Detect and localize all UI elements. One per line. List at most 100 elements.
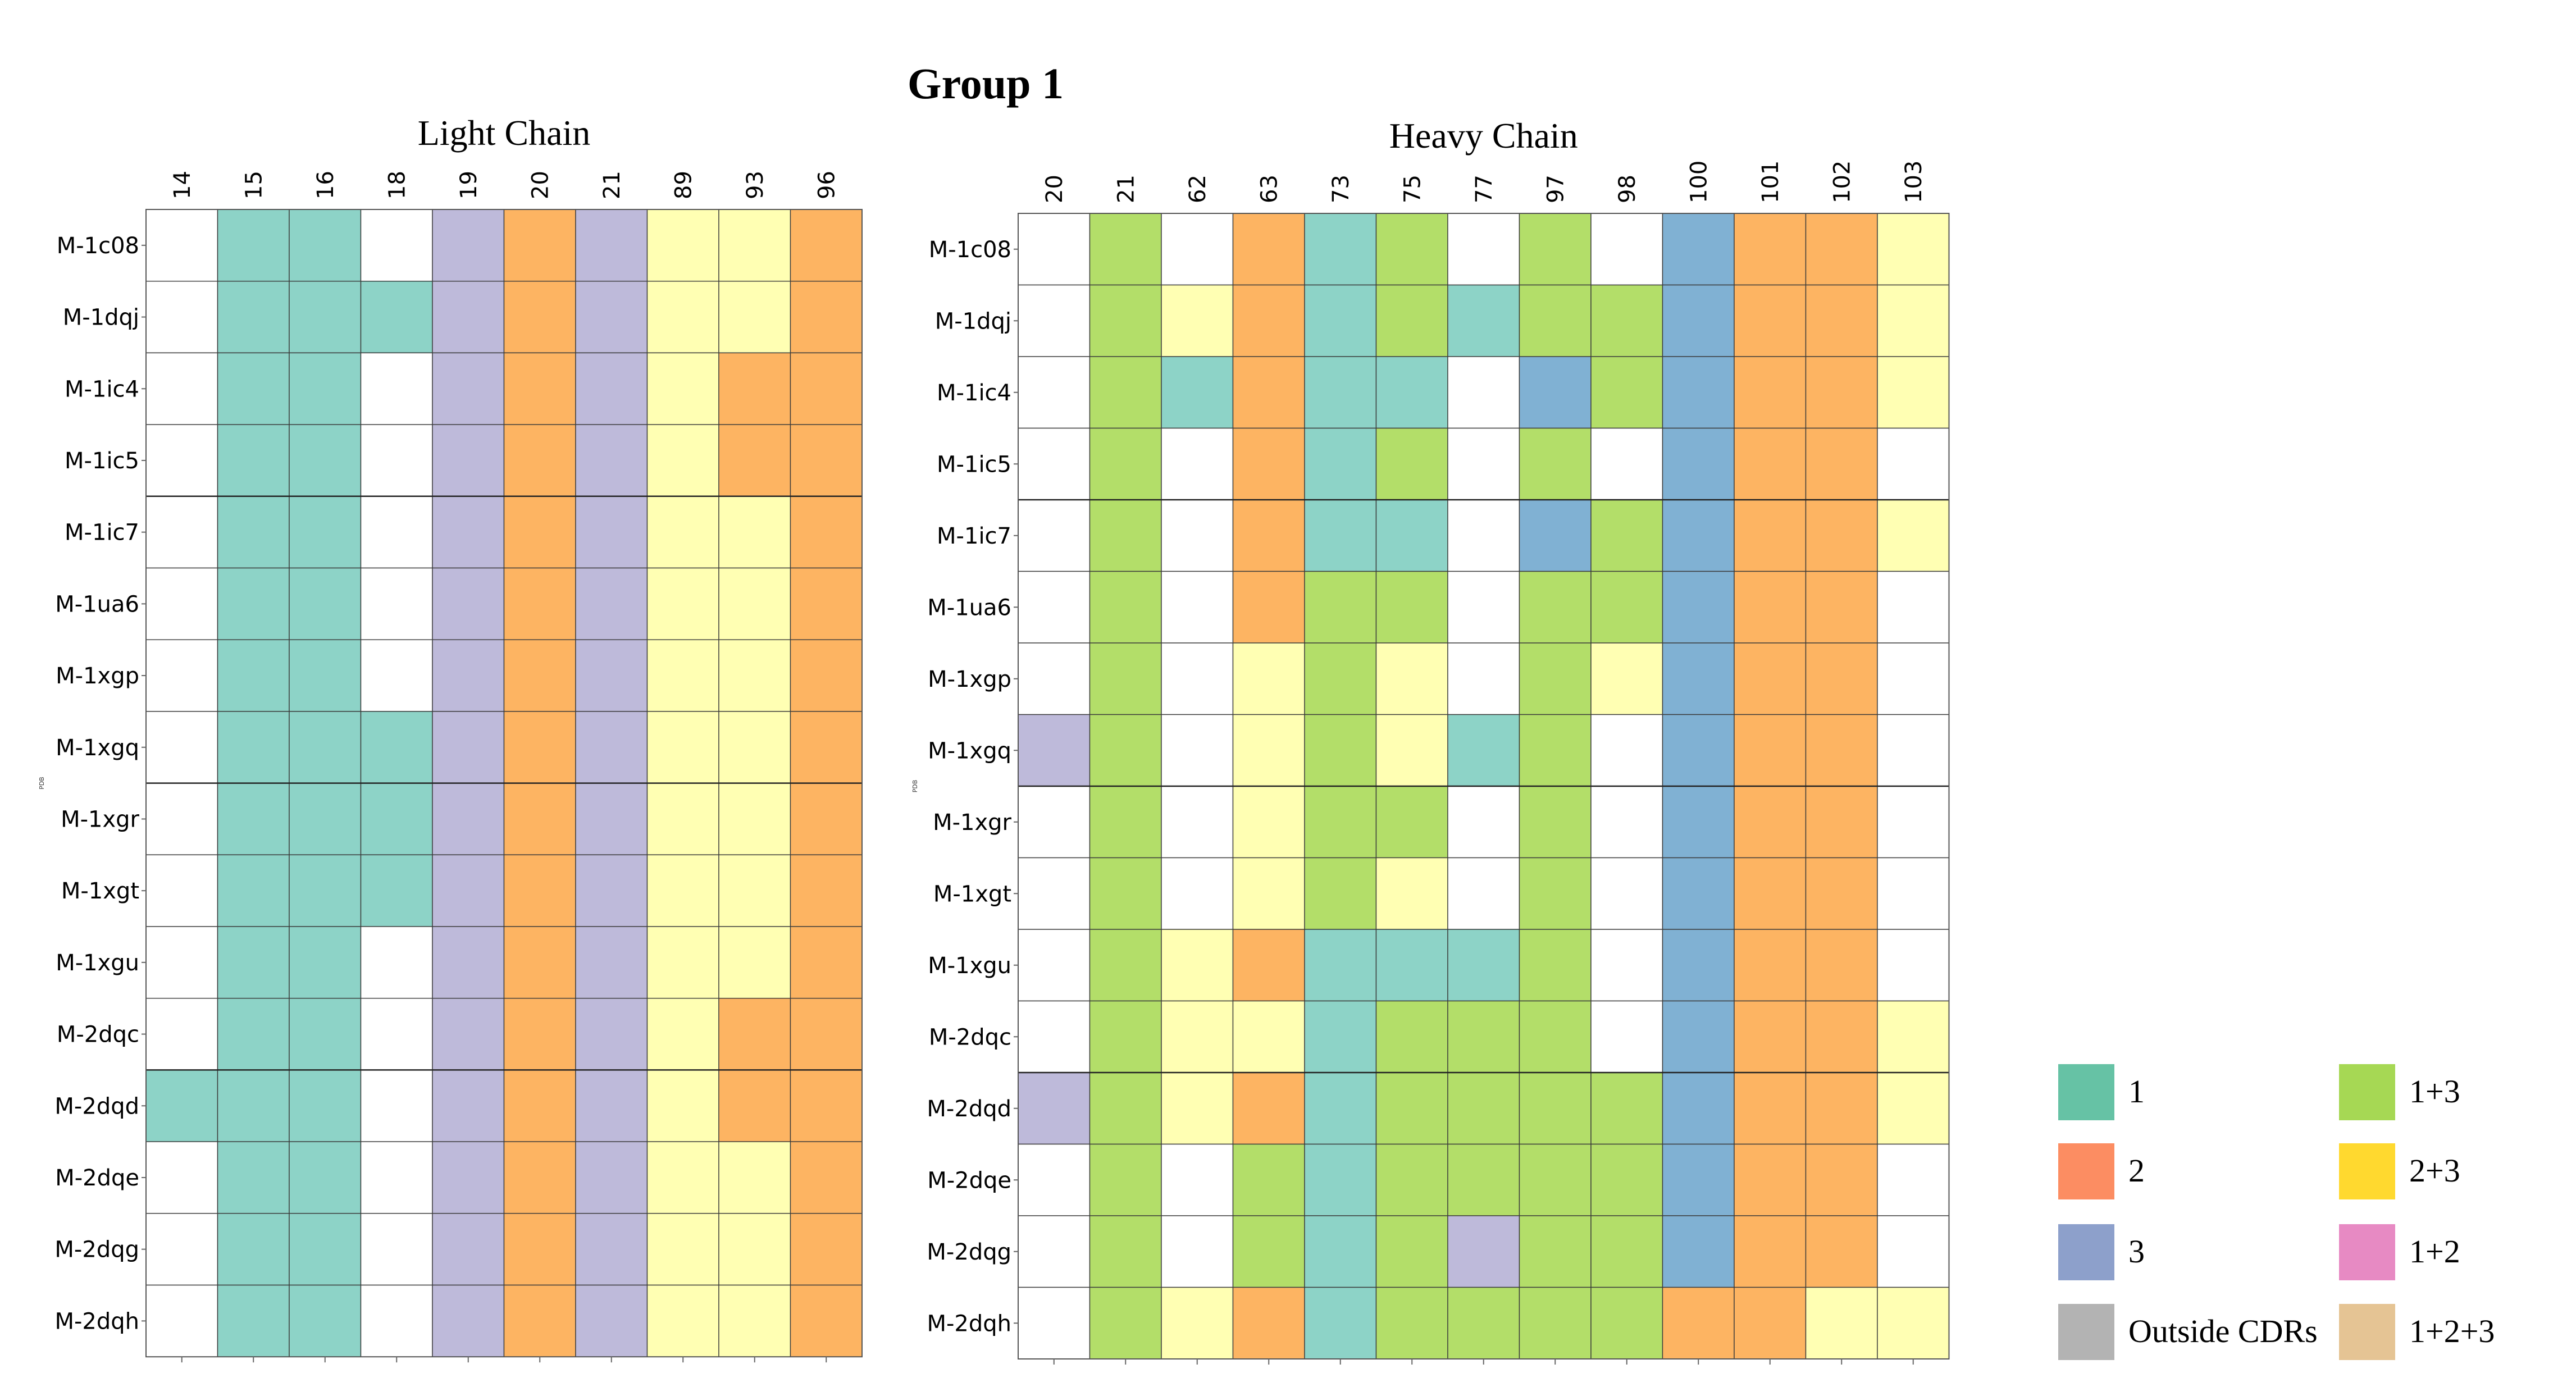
heavy-cell-M-1xgr-21 [1089, 786, 1162, 859]
heavy-cell-M-2dqc-101 [1734, 1000, 1807, 1073]
light-cell-M-2dqe-15 [217, 1141, 290, 1214]
light-cell-M-2dqh-96 [790, 1284, 863, 1357]
legend-label-3: 3 [2128, 1233, 2145, 1270]
heavy-cell-M-2dqd-100 [1662, 1072, 1735, 1145]
light-cell-M-1ic5-14 [145, 424, 218, 497]
heavy-cell-M-2dqh-102 [1805, 1286, 1878, 1359]
heavy-cell-M-1ic7-77 [1447, 499, 1520, 572]
light-cell-M-1ua6-18 [360, 567, 433, 640]
heavy-cell-M-2dqh-98 [1590, 1286, 1663, 1359]
legend-swatch-Outside CDRs [2058, 1304, 2114, 1360]
heavy-cell-M-1xgt-101 [1734, 857, 1807, 930]
heavy-cell-M-1ic5-97 [1519, 427, 1592, 500]
heavy-cell-M-2dqd-73 [1304, 1072, 1377, 1145]
heavy-cell-M-1xgp-21 [1089, 642, 1162, 715]
light-x-tick-label: 14 [170, 171, 195, 199]
light-cell-M-1xgr-93 [718, 782, 791, 855]
legend-swatch-1 [2058, 1064, 2114, 1120]
heavy-cell-M-2dqd-75 [1375, 1072, 1448, 1145]
light-cell-M-1ic5-93 [718, 424, 791, 497]
light-y-tick-label: M-2dqh [54, 1308, 139, 1334]
heavy-cell-M-1xgq-98 [1590, 714, 1663, 787]
light-cell-M-2dqh-89 [646, 1284, 719, 1357]
light-cell-M-1c08-93 [718, 209, 791, 282]
light-cell-M-2dqc-16 [289, 997, 362, 1071]
heavy-x-tick-label: 20 [1042, 175, 1068, 203]
heavy-x-tick-label: 63 [1256, 175, 1282, 203]
light-cell-M-1dqj-14 [145, 281, 218, 354]
heavy-cell-M-2dqc-102 [1805, 1000, 1878, 1073]
heavy-cell-M-1ic7-98 [1590, 499, 1663, 572]
light-x-tick-label: 18 [384, 171, 410, 199]
heavy-cell-M-2dqd-77 [1447, 1072, 1520, 1145]
light-cell-M-2dqe-93 [718, 1141, 791, 1214]
light-cell-M-1ic5-96 [790, 424, 863, 497]
heavy-cell-M-1ic5-100 [1662, 427, 1735, 500]
heavy-cell-M-2dqc-75 [1375, 1000, 1448, 1073]
light-cell-M-1xgp-14 [145, 639, 218, 712]
light-cell-M-2dqd-20 [503, 1069, 576, 1142]
heavy-cell-M-1xgp-20 [1018, 642, 1091, 715]
light-cell-M-2dqd-89 [646, 1069, 719, 1142]
light-cell-M-2dqh-16 [289, 1284, 362, 1357]
heavy-cell-M-2dqd-97 [1519, 1072, 1592, 1145]
heavy-cell-M-2dqg-21 [1089, 1215, 1162, 1288]
light-cell-M-1ic4-96 [790, 352, 863, 425]
light-cell-M-1ic7-14 [145, 496, 218, 569]
light-cell-M-1xgp-96 [790, 639, 863, 712]
heavy-cell-M-2dqg-77 [1447, 1215, 1520, 1288]
light-cell-M-2dqc-89 [646, 997, 719, 1071]
heavy-y-tick-label: M-1ic7 [937, 523, 1011, 549]
light-x-tick-label: 20 [527, 171, 553, 199]
heavy-cell-M-1ic4-100 [1662, 356, 1735, 429]
heavy-y-tick-label: M-1xgt [933, 881, 1011, 907]
light-cell-M-1dqj-93 [718, 281, 791, 354]
heavy-cell-M-2dqc-73 [1304, 1000, 1377, 1073]
light-cell-M-1ua6-20 [503, 567, 576, 640]
light-cell-M-1xgu-14 [145, 926, 218, 999]
heavy-cell-M-1xgt-98 [1590, 857, 1663, 930]
legend-label-1+2+3: 1+2+3 [2409, 1313, 2495, 1349]
light-cell-M-1xgt-89 [646, 854, 719, 927]
heavy-cell-M-1dqj-103 [1877, 284, 1950, 357]
heavy-cell-M-1xgt-102 [1805, 857, 1878, 930]
light-cell-M-1c08-20 [503, 209, 576, 282]
light-cell-M-1ua6-89 [646, 567, 719, 640]
light-y-tick-label: M-1xgr [61, 806, 139, 832]
heavy-cell-M-1xgt-73 [1304, 857, 1377, 930]
legend-label-1: 1 [2128, 1073, 2145, 1110]
light-cell-M-2dqd-18 [360, 1069, 433, 1142]
light-cell-M-2dqh-18 [360, 1284, 433, 1357]
light-cell-M-2dqg-93 [718, 1213, 791, 1286]
heavy-cell-M-2dqh-62 [1161, 1286, 1234, 1359]
light-cell-M-2dqh-93 [718, 1284, 791, 1357]
heavy-cell-M-1ic5-63 [1232, 427, 1305, 500]
light-cell-M-2dqd-16 [289, 1069, 362, 1142]
light-cell-M-1xgr-19 [432, 782, 505, 855]
heavy-cell-M-2dqc-97 [1519, 1000, 1592, 1073]
heavy-cell-M-2dqg-20 [1018, 1215, 1091, 1288]
heavy-cell-M-1ua6-77 [1447, 571, 1520, 644]
heavy-cell-M-1ua6-101 [1734, 571, 1807, 644]
heavy-cell-M-1xgt-63 [1232, 857, 1305, 930]
heavy-cell-M-1ic5-98 [1590, 427, 1663, 500]
heavy-cell-M-1xgu-73 [1304, 929, 1377, 1002]
heavy-cell-M-2dqh-21 [1089, 1286, 1162, 1359]
light-cell-M-1dqj-89 [646, 281, 719, 354]
light-cell-M-1ic5-18 [360, 424, 433, 497]
heavy-cell-M-1ua6-73 [1304, 571, 1377, 644]
light-cell-M-1ic4-15 [217, 352, 290, 425]
heavy-cell-M-1ic5-101 [1734, 427, 1807, 500]
heavy-cell-M-1xgq-77 [1447, 714, 1520, 787]
heavy-cell-M-1xgu-102 [1805, 929, 1878, 1002]
light-cell-M-2dqd-96 [790, 1069, 863, 1142]
light-cell-M-1ic7-19 [432, 496, 505, 569]
light-cell-M-2dqg-15 [217, 1213, 290, 1286]
heavy-cell-M-1ic7-21 [1089, 499, 1162, 572]
light-x-tick-label: 89 [671, 171, 696, 199]
heavy-cell-M-1dqj-101 [1734, 284, 1807, 357]
heavy-cell-M-1xgq-97 [1519, 714, 1592, 787]
heavy-cell-M-1xgq-75 [1375, 714, 1448, 787]
light-cell-M-1xgr-20 [503, 782, 576, 855]
